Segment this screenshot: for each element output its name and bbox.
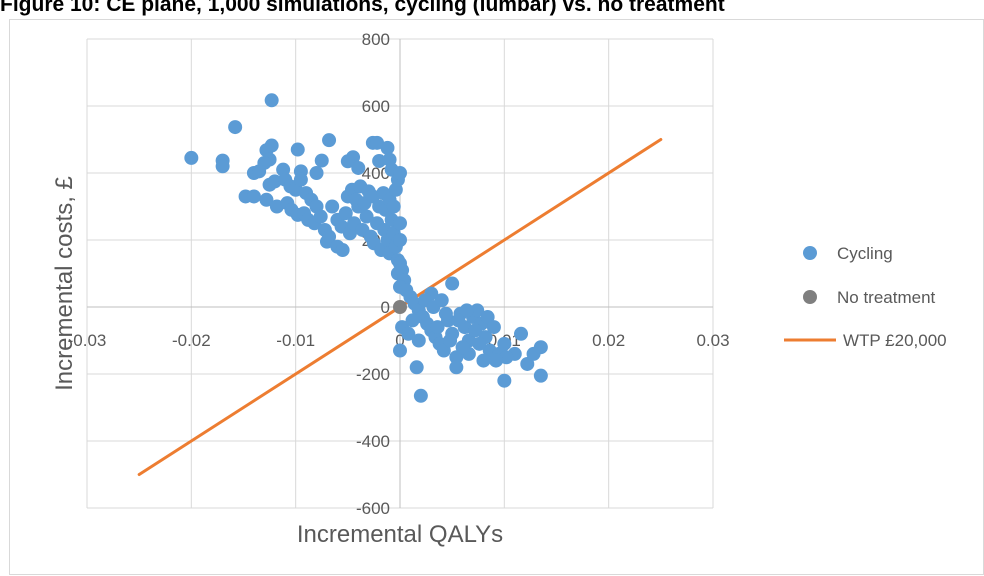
y-tick-label: 800	[362, 30, 390, 49]
cycling-point	[455, 340, 470, 355]
cycling-point	[533, 368, 548, 383]
y-tick-label: -400	[356, 432, 390, 451]
cycling-point	[246, 189, 261, 204]
cycling-point	[264, 93, 279, 108]
cycling-point	[409, 360, 424, 375]
cycling-point	[313, 209, 328, 224]
cycling-point	[228, 120, 243, 135]
cycling-point	[386, 199, 401, 214]
cycling-point	[184, 150, 199, 165]
cycling-point	[319, 234, 334, 249]
cycling-point	[322, 133, 337, 148]
cycling-point	[411, 333, 426, 348]
chart-area: -0.03-0.02-0.0100.010.020.03-600-400-200…	[9, 19, 984, 575]
cycling-point	[459, 303, 474, 318]
no-treatment-point	[393, 300, 407, 314]
cycling-point	[351, 160, 366, 175]
cycling-point	[405, 313, 420, 328]
y-axis-title: Incremental costs, £	[51, 176, 78, 391]
cycling-point	[434, 293, 449, 308]
x-tick-label: -0.01	[276, 331, 315, 350]
cycling-point	[468, 323, 483, 338]
cycling-point	[380, 140, 395, 155]
cycling-point	[393, 343, 407, 358]
cycling-point	[443, 333, 458, 348]
cycling-point	[267, 174, 282, 189]
cycling-point	[359, 209, 374, 224]
legend-label: Cycling	[837, 244, 893, 263]
cycling-point	[497, 373, 512, 388]
cycling-point	[314, 153, 329, 168]
x-tick-label: -0.02	[172, 331, 211, 350]
y-tick-label: -200	[356, 365, 390, 384]
cycling-point	[293, 172, 308, 187]
legend-label: No treatment	[837, 288, 936, 307]
x-tick-label: 0.02	[592, 331, 625, 350]
figure-title: Figure 10: CE plane, 1,000 simulations, …	[0, 0, 725, 16]
cycling-point	[430, 320, 445, 335]
x-tick-label: 0	[395, 331, 404, 350]
cycling-point	[476, 353, 491, 368]
cycling-point	[486, 320, 501, 335]
cycling-point	[472, 336, 487, 351]
cycling-point	[438, 306, 453, 321]
cycling-point	[372, 153, 387, 168]
cycling-point	[309, 166, 324, 180]
cycling-point	[436, 343, 451, 358]
cycling-point	[215, 159, 230, 174]
cycling-point	[488, 353, 503, 368]
cycling-point	[393, 216, 407, 231]
cycling-point	[514, 326, 529, 341]
y-tick-label: -600	[356, 499, 390, 518]
cycling-point	[470, 303, 485, 318]
cycling-point	[252, 164, 267, 179]
cycling-point	[338, 206, 353, 221]
y-tick-label: 400	[362, 164, 390, 183]
legend-marker	[803, 290, 817, 304]
cycling-point	[533, 340, 548, 355]
y-tick-label: 600	[362, 97, 390, 116]
cycling-point	[520, 356, 535, 371]
cycling-point	[413, 388, 428, 403]
x-tick-label: 0.03	[696, 331, 729, 350]
x-tick-label: -0.03	[68, 331, 107, 350]
legend-label: WTP £20,000	[843, 331, 947, 350]
cycling-point	[451, 313, 466, 328]
y-tick-label: 0	[381, 298, 390, 317]
cycling-point	[335, 243, 350, 258]
legend-marker	[803, 246, 817, 260]
cycling-point	[445, 276, 460, 291]
cycling-point	[370, 135, 385, 150]
x-axis-title: Incremental QALYs	[297, 521, 503, 548]
cycling-point	[393, 166, 407, 180]
cycling-point	[259, 192, 274, 207]
cycling-point	[449, 360, 464, 375]
cycling-point	[480, 310, 495, 325]
cycling-point	[340, 154, 355, 169]
cycling-point	[393, 233, 407, 247]
ce-plane-chart: -0.03-0.02-0.0100.010.020.03-600-400-200…	[51, 30, 947, 548]
cycling-point	[290, 142, 305, 157]
cycling-point	[325, 199, 340, 214]
cycling-point	[449, 350, 464, 365]
cycling-point	[401, 326, 416, 341]
